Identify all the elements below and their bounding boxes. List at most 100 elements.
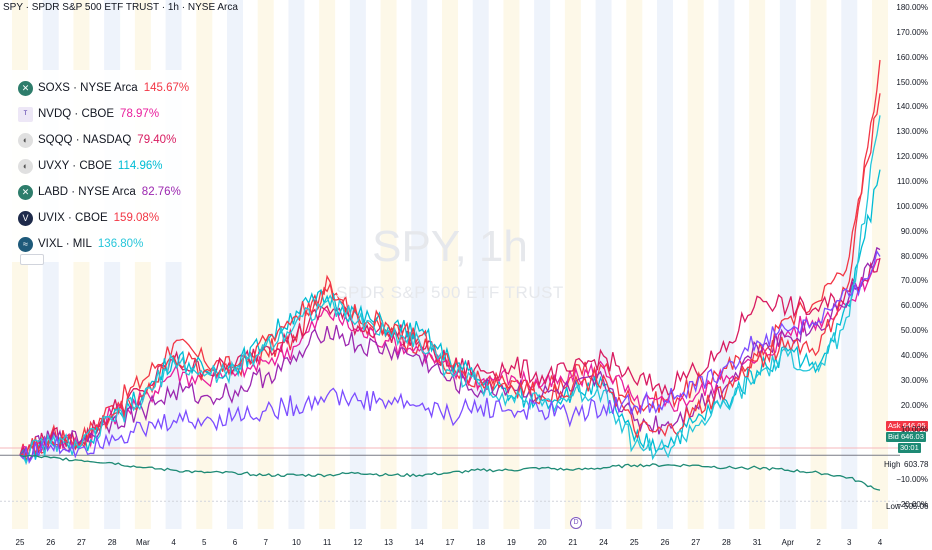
- dividend-marker-icon[interactable]: D: [570, 517, 582, 529]
- legend-collapse-button[interactable]: [20, 254, 44, 265]
- watermark-symbol: SPY, 1h: [372, 222, 528, 271]
- uvxy-logo-icon: ◐: [18, 158, 33, 174]
- legend-symbol: UVIX · CBOE: [38, 212, 108, 224]
- x-tick-label: 10: [291, 538, 301, 547]
- legend-symbol: LABD · NYSE Arca: [38, 186, 136, 198]
- ask-value: 646.05: [902, 421, 926, 430]
- session-band: [687, 0, 704, 529]
- y-tick-label: 180.00%: [896, 3, 928, 12]
- ask-tag: Ask 646.05: [886, 421, 928, 431]
- sqqq-logo-icon: ◐: [18, 132, 33, 148]
- legend-item[interactable]: ✕ LABD · NYSE Arca 82.76%: [18, 182, 181, 202]
- series-layer: [19, 59, 881, 491]
- legend-item[interactable]: ✕ SOXS · NYSE Arca 145.67%: [18, 78, 189, 98]
- soxs-logo-icon: ✕: [18, 80, 33, 96]
- x-tick-label: 18: [476, 538, 486, 547]
- x-tick-label: 5: [202, 538, 207, 547]
- legend-item[interactable]: V UVIX · CBOE 159.08%: [18, 208, 159, 228]
- x-tick-label: 11: [322, 538, 332, 547]
- uvix-logo-icon: V: [18, 210, 33, 226]
- legend-item[interactable]: ≈ VIXL · MIL 136.80%: [18, 234, 143, 254]
- y-tick-label: 60.00%: [900, 301, 928, 311]
- session-band: [810, 0, 827, 529]
- y-tick-label: 120.00%: [896, 152, 928, 162]
- session-band: [288, 0, 305, 529]
- series-line-3: [19, 169, 881, 466]
- y-tick-label: 150.00%: [896, 77, 928, 87]
- legend-change: 78.97%: [120, 108, 160, 120]
- x-tick-label: 27: [76, 538, 86, 547]
- y-tick-label: 70.00%: [900, 276, 928, 286]
- vixl-logo-icon: ≈: [18, 236, 33, 252]
- legend-symbol: SOXS · NYSE Arca: [38, 82, 138, 94]
- session-band: [442, 0, 458, 529]
- session-band: [411, 0, 428, 529]
- x-tick-label: 28: [721, 538, 731, 547]
- x-tick-label: Mar: [135, 538, 150, 547]
- bid-value: 646.03: [900, 432, 924, 441]
- high-label: High: [884, 460, 901, 469]
- legend-symbol: UVXY · CBOE: [38, 160, 112, 172]
- legend-change: 79.40%: [137, 134, 177, 146]
- session-band: [779, 0, 796, 529]
- x-tick-label: Apr: [781, 538, 795, 547]
- x-tick-label: 2: [816, 538, 821, 547]
- x-tick-label: 4: [171, 538, 176, 547]
- session-band: [380, 0, 397, 529]
- session-band: [841, 0, 858, 529]
- y-tick-label: 140.00%: [896, 102, 928, 112]
- x-tick-label: 25: [15, 538, 25, 547]
- y-tick-label: 130.00%: [896, 127, 928, 137]
- y-tick-label: 90.00%: [900, 226, 928, 236]
- legend-item[interactable]: ◐ UVXY · CBOE 114.96%: [18, 156, 162, 176]
- chart-title: SPY · SPDR S&P 500 ETF TRUST · 1h · NYSE…: [3, 2, 238, 13]
- x-tick-label: 14: [414, 538, 424, 547]
- y-tick-label: 100.00%: [896, 201, 928, 211]
- x-tick-label: 4: [877, 538, 883, 547]
- y-tick-label: 20.00%: [900, 400, 928, 410]
- low-value: 505.06: [904, 502, 929, 511]
- y-tick-label: 10.00%: [900, 425, 928, 435]
- low-label: Low: [886, 502, 901, 511]
- y-tick-label: −10.00%: [896, 475, 928, 485]
- legend-item[interactable]: ◐ SQQQ · NASDAQ 79.40%: [18, 130, 176, 150]
- time-axis[interactable]: [0, 529, 900, 550]
- session-band: [872, 0, 888, 529]
- session-band: [319, 0, 336, 529]
- session-band: [349, 0, 366, 529]
- series-line-7: [19, 249, 881, 465]
- bid-label: Bid: [888, 432, 899, 441]
- ask-label: Ask: [888, 421, 901, 430]
- session-band: [227, 0, 243, 529]
- high-value: 603.78: [904, 460, 929, 469]
- x-tick-label: 7: [263, 538, 268, 547]
- legend-item[interactable]: T NVDQ · CBOE 78.97%: [18, 104, 159, 124]
- y-tick-label: 160.00%: [896, 52, 928, 62]
- series-line-8: [19, 454, 881, 491]
- x-tick-label: 21: [568, 538, 578, 547]
- legend-change: 159.08%: [113, 212, 160, 224]
- session-band: [749, 0, 766, 529]
- x-tick-label: 17: [445, 538, 455, 547]
- watermark-name: SPDR S&P 500 ETF TRUST: [336, 283, 564, 302]
- legend-symbol: NVDQ · CBOE: [38, 108, 115, 120]
- x-tick-label: 27: [691, 538, 701, 547]
- session-bands: [12, 0, 888, 529]
- series-line-6: [19, 115, 881, 465]
- x-tick-label: 26: [660, 538, 670, 547]
- x-tick-label: 24: [599, 538, 609, 547]
- countdown-tag: 30:01: [898, 443, 921, 453]
- legend-change: 114.96%: [117, 160, 163, 172]
- x-tick-label: 12: [353, 538, 363, 547]
- x-tick-label: 19: [506, 538, 516, 547]
- x-tick-label: 28: [107, 538, 117, 547]
- y-tick-label: 40.00%: [900, 350, 928, 360]
- y-tick-label: 170.00%: [896, 27, 928, 37]
- y-tick-label: 110.00%: [897, 176, 928, 186]
- grid-lines: [0, 447, 900, 502]
- legend-symbol: SQQQ · NASDAQ: [38, 134, 132, 146]
- legend-change: 136.80%: [97, 238, 144, 250]
- x-tick-label: 26: [46, 538, 56, 547]
- legend-symbol: VIXL · MIL: [38, 238, 92, 250]
